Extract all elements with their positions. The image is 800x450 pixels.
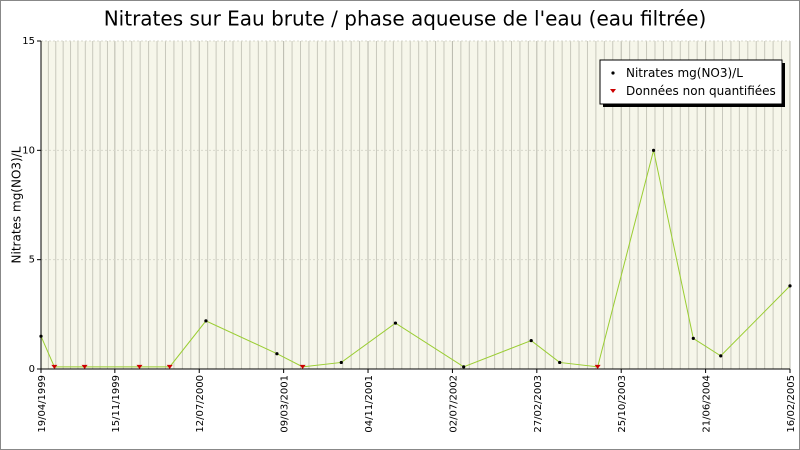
non-quantified-point — [166, 364, 173, 369]
legend-marker — [611, 71, 615, 75]
non-quantified-point — [81, 364, 88, 369]
x-tick-label: 16/02/2005 — [786, 375, 797, 433]
data-point — [204, 319, 208, 323]
legend-label: Données non quantifiées — [626, 84, 776, 98]
legend-marker — [610, 89, 616, 93]
non-quantified-point — [136, 364, 143, 369]
x-tick-label: 19/04/1999 — [37, 375, 48, 433]
x-tick-label: 15/11/1999 — [111, 375, 122, 433]
non-quantified-point — [299, 364, 306, 369]
non-quantified-point — [594, 364, 601, 369]
x-tick-label: 25/10/2003 — [617, 375, 628, 433]
data-point — [529, 338, 533, 343]
x-tick-label: 12/07/2000 — [195, 375, 206, 433]
data-point — [393, 321, 398, 325]
legend-box — [599, 59, 783, 105]
y-tick-label: 10 — [22, 145, 35, 156]
data-point — [788, 284, 792, 288]
data-point — [719, 354, 723, 358]
x-tick-label: 02/07/2002 — [448, 375, 459, 433]
data-point — [558, 360, 562, 365]
data-point — [275, 352, 279, 356]
x-tick-label: 09/03/2001 — [280, 375, 291, 433]
data-point — [339, 360, 343, 365]
data-point — [39, 334, 43, 338]
plot-area: 19/04/1999 15/11/1999 12/07/2000 09/03/2001… — [22, 36, 797, 433]
chart-title: Nitrates sur Eau brute / phase aqueuse d… — [104, 7, 707, 31]
non-quantified-point — [51, 364, 58, 369]
data-point — [462, 365, 466, 369]
data-line — [40, 150, 791, 368]
data-point — [651, 148, 656, 152]
y-axis-label: Nitrates mg(NO3)/L — [10, 146, 24, 263]
y-tick-label: 0 — [29, 364, 35, 375]
x-tick-label: 21/06/2004 — [702, 375, 713, 433]
legend-label: Nitrates mg(NO3)/L — [626, 66, 743, 80]
data-point — [691, 336, 695, 340]
y-tick-label: 15 — [22, 36, 35, 47]
x-tick-label: 04/11/2001 — [364, 375, 375, 433]
y-tick-label: 5 — [29, 255, 35, 266]
x-tick-label: 27/02/2003 — [533, 375, 544, 433]
